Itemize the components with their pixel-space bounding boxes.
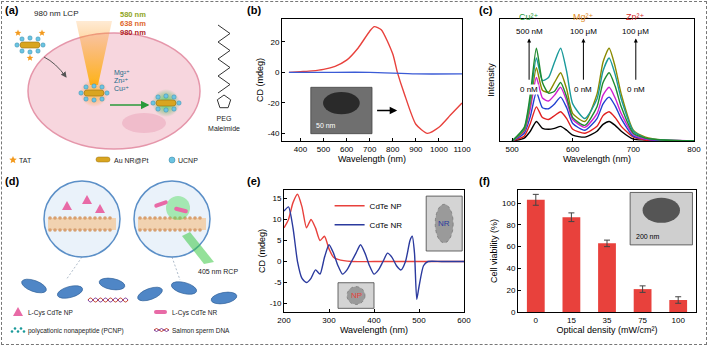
- svg-text:200 nm: 200 nm: [636, 233, 660, 240]
- svg-text:300: 300: [322, 316, 336, 325]
- svg-text:polycationic nonapeptide (PCNP: polycationic nonapeptide (PCNP): [28, 327, 124, 335]
- html-text:(b): (b): [247, 4, 261, 16]
- svg-text:Wavelength (nm): Wavelength (nm): [563, 154, 631, 164]
- svg-text:CdTe NP: CdTe NP: [370, 202, 402, 211]
- html-text:(c): (c): [479, 4, 493, 16]
- svg-text:Maleimide: Maleimide: [208, 125, 240, 132]
- svg-text:-5: -5: [274, 278, 282, 287]
- svg-text:-40: -40: [268, 129, 280, 138]
- svg-text:10: 10: [272, 215, 281, 224]
- svg-text:Cu²⁺: Cu²⁺: [519, 12, 539, 22]
- svg-text:980 nm LCP: 980 nm LCP: [34, 9, 78, 18]
- svg-text:0 nM: 0 nM: [520, 85, 538, 94]
- svg-text:Au NR@Pt: Au NR@Pt: [114, 157, 148, 164]
- svg-text:500 nM: 500 nM: [516, 27, 543, 36]
- html-text:(d): (d): [5, 175, 19, 187]
- svg-text:75: 75: [638, 316, 647, 325]
- svg-text:700: 700: [627, 145, 641, 154]
- svg-text:50 nm: 50 nm: [316, 122, 336, 129]
- svg-text:Cell viability (%): Cell viability (%): [489, 219, 499, 283]
- svg-text:Salmon sperm DNA: Salmon sperm DNA: [172, 327, 230, 335]
- svg-text:0: 0: [534, 316, 539, 325]
- html-text:(a): (a): [5, 4, 19, 16]
- svg-text:TAT: TAT: [19, 157, 32, 164]
- svg-text:40: 40: [506, 264, 515, 273]
- svg-text:0 nM: 0 nM: [574, 85, 592, 94]
- svg-text:CD (mdeg): CD (mdeg): [255, 58, 265, 102]
- svg-text:0 nM: 0 nM: [627, 85, 645, 94]
- svg-text:UCNP: UCNP: [178, 157, 198, 164]
- svg-text:80: 80: [506, 221, 515, 230]
- svg-text:CD (mdeg): CD (mdeg): [257, 229, 267, 273]
- svg-text:980 nm: 980 nm: [120, 28, 146, 37]
- svg-text:500: 500: [505, 145, 519, 154]
- svg-text:Zn²⁺: Zn²⁺: [114, 77, 129, 84]
- svg-text:15: 15: [567, 316, 576, 325]
- svg-text:L-Cys CdTe NP: L-Cys CdTe NP: [28, 309, 73, 317]
- svg-text:60: 60: [506, 242, 515, 251]
- svg-text:Cu²⁺: Cu²⁺: [114, 85, 129, 92]
- svg-text:600: 600: [340, 145, 354, 154]
- svg-text:500: 500: [412, 316, 426, 325]
- svg-text:100 μM: 100 μM: [622, 27, 649, 36]
- svg-text:800: 800: [687, 145, 701, 154]
- svg-text:Intensity: Intensity: [486, 63, 496, 97]
- svg-text:1100: 1100: [453, 145, 471, 154]
- svg-text:500: 500: [317, 145, 331, 154]
- svg-text:0: 0: [277, 257, 282, 266]
- svg-text:600: 600: [566, 145, 580, 154]
- svg-text:400: 400: [367, 316, 381, 325]
- svg-text:Wavelength (nm): Wavelength (nm): [338, 154, 406, 164]
- svg-text:900: 900: [409, 145, 423, 154]
- svg-text:100 μM: 100 μM: [570, 27, 597, 36]
- html-text:(f): (f): [479, 175, 490, 187]
- svg-text:Zn²⁺: Zn²⁺: [626, 12, 645, 22]
- svg-text:Wavelength (nm): Wavelength (nm): [340, 325, 408, 335]
- svg-text:-20: -20: [268, 99, 280, 108]
- svg-text:35: 35: [603, 316, 612, 325]
- svg-text:20: 20: [270, 38, 279, 47]
- svg-text:-10: -10: [270, 299, 282, 308]
- svg-text:100: 100: [502, 199, 516, 208]
- svg-text:20: 20: [506, 286, 515, 295]
- svg-text:1000: 1000: [430, 145, 448, 154]
- svg-text:638 nm: 638 nm: [120, 19, 146, 28]
- svg-text:400: 400: [294, 145, 308, 154]
- html-text:(e): (e): [247, 175, 261, 187]
- svg-text:0: 0: [275, 68, 280, 77]
- svg-text:NR: NR: [438, 219, 450, 228]
- svg-text:200: 200: [277, 316, 291, 325]
- svg-text:0: 0: [511, 308, 516, 317]
- svg-text:Mg²⁺: Mg²⁺: [573, 12, 593, 22]
- svg-text:600: 600: [457, 316, 471, 325]
- svg-text:Optical density (mW/cm²): Optical density (mW/cm²): [556, 325, 657, 335]
- svg-text:100: 100: [672, 316, 686, 325]
- svg-text:15: 15: [272, 194, 281, 203]
- svg-text:405 nm RCP: 405 nm RCP: [198, 268, 238, 275]
- svg-text:580 nm: 580 nm: [120, 10, 146, 19]
- svg-text:PEG: PEG: [217, 115, 232, 122]
- svg-text:Mg²⁺: Mg²⁺: [114, 69, 130, 77]
- svg-text:CdTe NR: CdTe NR: [370, 221, 403, 230]
- svg-text:L-Cys CdTe NR: L-Cys CdTe NR: [172, 309, 217, 317]
- svg-text:700: 700: [363, 145, 377, 154]
- svg-text:800: 800: [386, 145, 400, 154]
- svg-text:NP: NP: [351, 291, 362, 300]
- svg-text:5: 5: [277, 236, 282, 245]
